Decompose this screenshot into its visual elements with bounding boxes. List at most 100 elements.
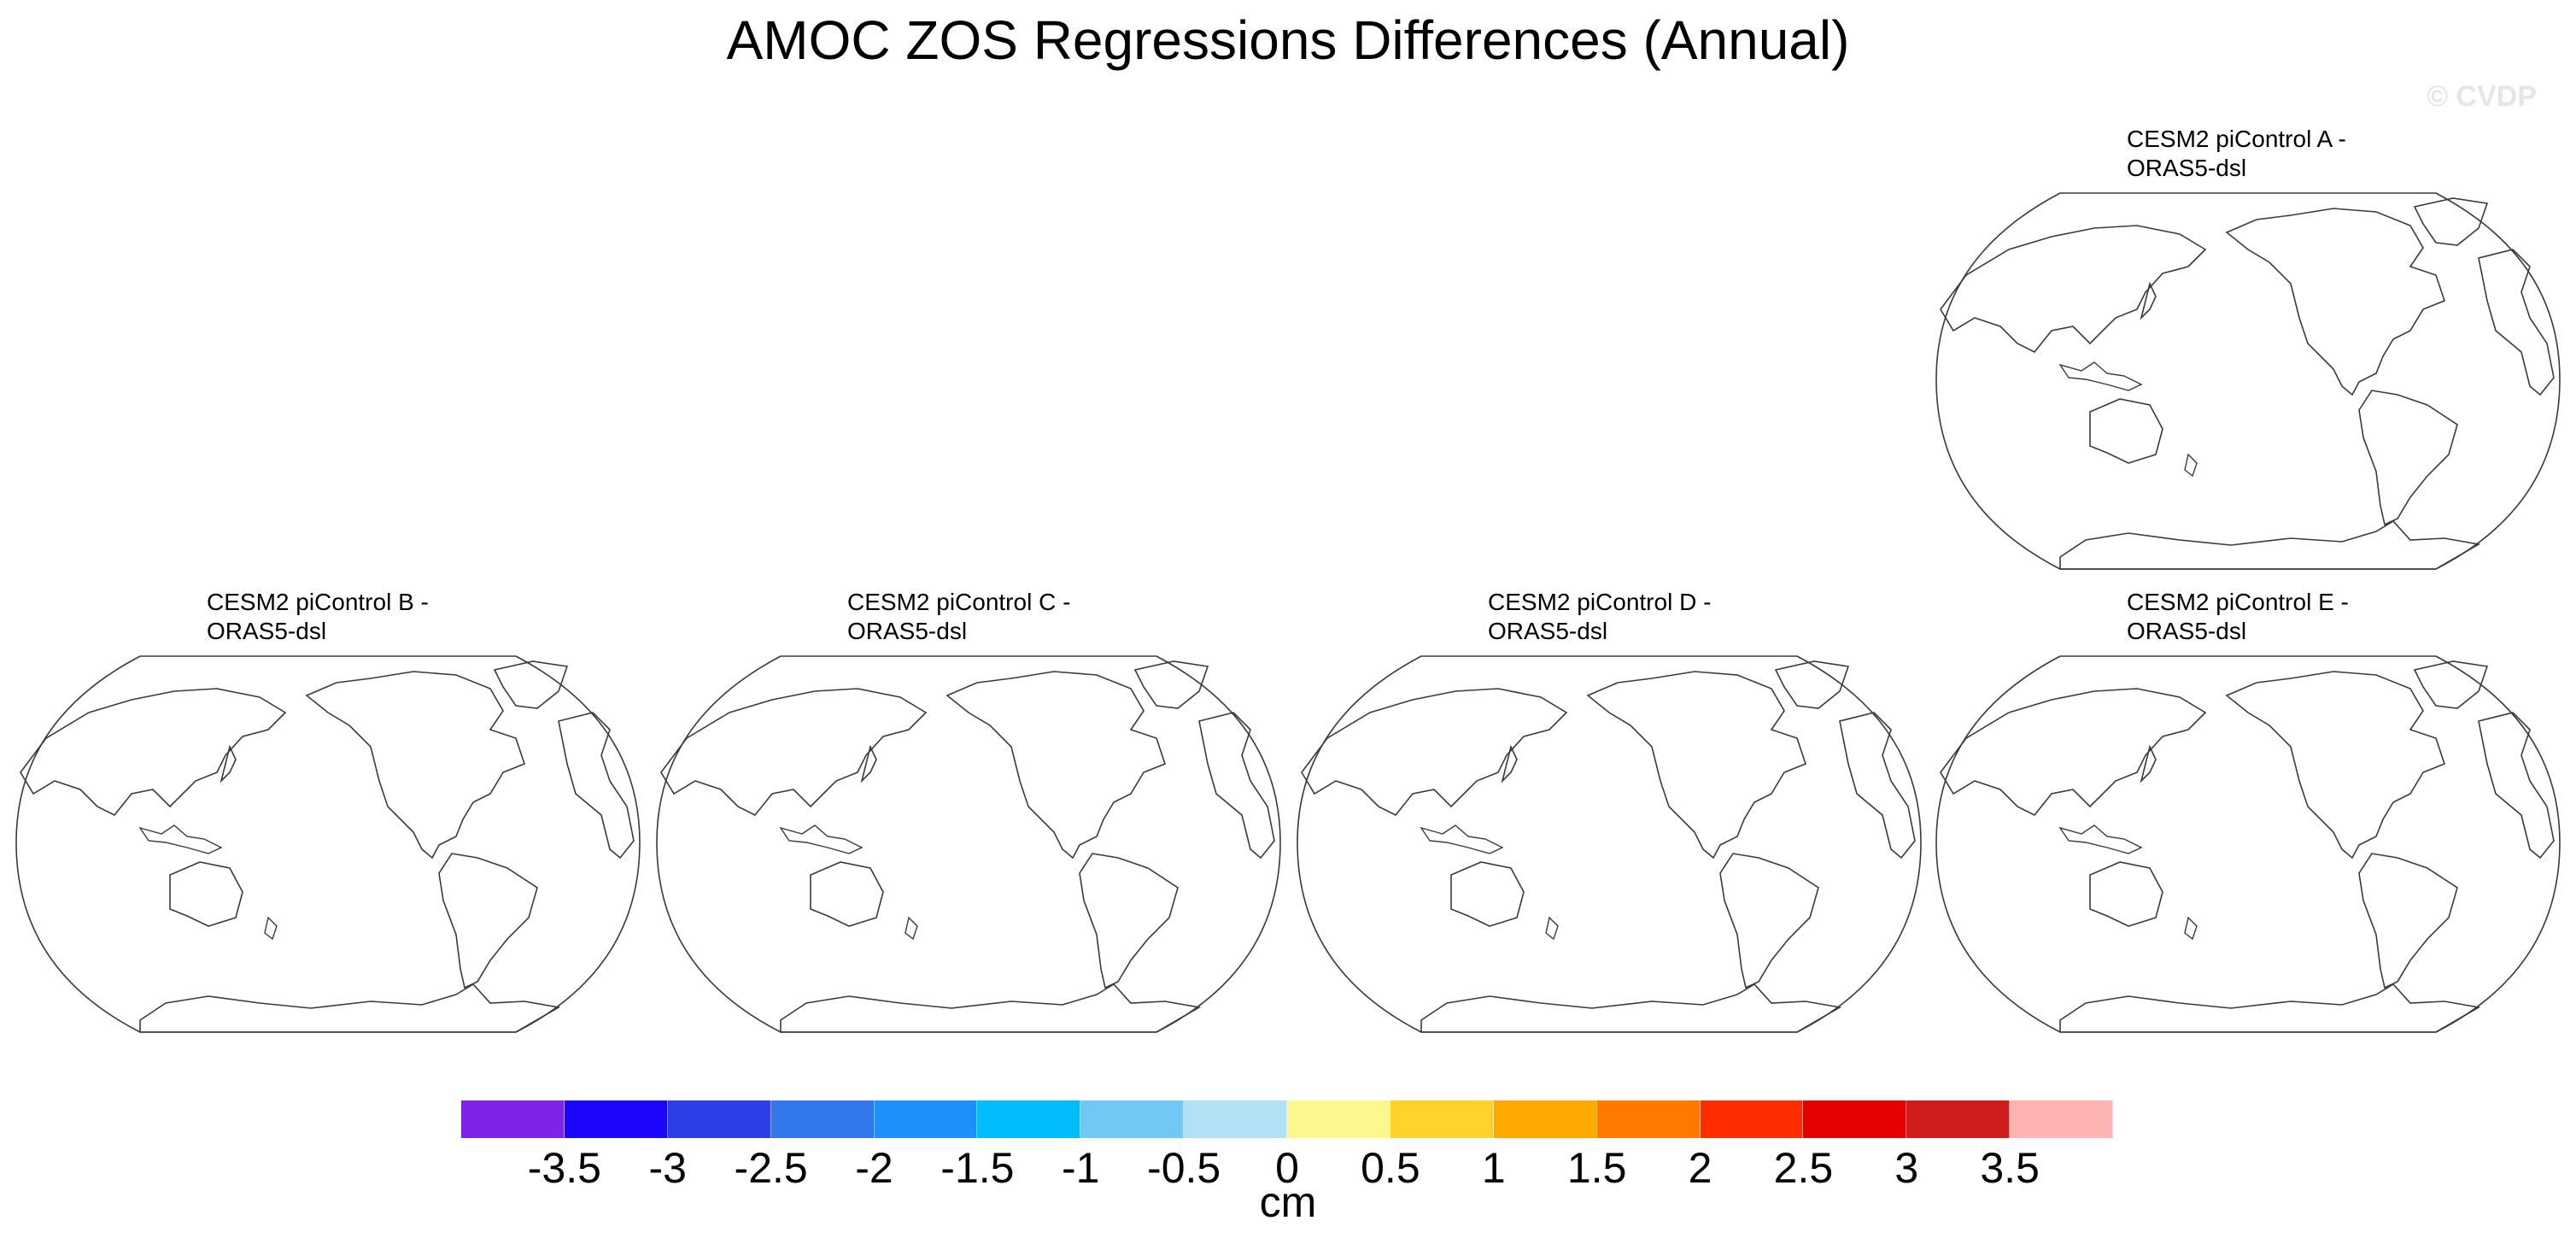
colorbar-tick-label: 2 <box>1688 1144 1712 1192</box>
africa-edge <box>2478 249 2555 396</box>
colorbar-box <box>770 1100 875 1138</box>
world-map-b <box>15 655 641 1033</box>
south-america <box>2358 853 2458 989</box>
colorbar-tick-label: -3 <box>648 1144 687 1192</box>
indonesia <box>138 824 223 854</box>
greenland <box>1774 660 1850 709</box>
map-panel-a: CESM2 piControl A - ORAS5-dsl <box>1932 125 2564 570</box>
greenland <box>1133 660 1209 709</box>
new-zealand <box>264 916 278 941</box>
colorbar-tick-label: -2.5 <box>734 1144 808 1192</box>
new-zealand <box>2184 916 2198 941</box>
colorbar <box>461 1100 2113 1138</box>
indonesia <box>2058 361 2143 391</box>
colorbar-tick-label: 0 <box>1275 1144 1299 1192</box>
antarctica <box>2059 983 2481 1033</box>
north-america <box>2225 208 2445 396</box>
map-panel-e: CESM2 piControl E - ORAS5-dsl <box>1932 588 2564 1033</box>
colorbar-box <box>1906 1100 2011 1138</box>
world-map-e <box>1935 655 2561 1033</box>
asia <box>20 688 287 817</box>
australia <box>810 861 884 927</box>
greenland <box>493 660 569 709</box>
australia <box>1450 861 1525 927</box>
south-america <box>438 853 538 989</box>
colorbar-tick-label: -1 <box>1062 1144 1100 1192</box>
colorbar-box <box>1803 1100 1907 1138</box>
antarctica <box>139 983 561 1033</box>
africa-edge <box>2478 712 2555 860</box>
australia <box>2089 398 2163 464</box>
new-zealand <box>1545 916 1559 941</box>
south-america <box>2358 390 2458 526</box>
colorbar-box <box>1700 1100 1804 1138</box>
colorbar-box <box>564 1100 668 1138</box>
colorbar-box <box>1287 1100 1390 1138</box>
australia <box>169 861 243 927</box>
north-america <box>946 671 1166 860</box>
colorbar-box <box>874 1100 978 1138</box>
colorbar-tick-label: 3.5 <box>1980 1144 2040 1192</box>
japan <box>2140 744 2157 783</box>
colorbar-tick-label: -3.5 <box>527 1144 601 1192</box>
antarctica <box>780 983 1202 1033</box>
japan <box>220 744 237 783</box>
colorbar-box <box>1493 1100 1597 1138</box>
indonesia <box>2058 824 2143 854</box>
antarctica <box>2059 519 2481 570</box>
map-panel-c: CESM2 piControl C - ORAS5-dsl <box>653 588 1285 1033</box>
japan <box>860 744 877 783</box>
greenland <box>2413 197 2489 246</box>
colorbar-box <box>667 1100 771 1138</box>
asia <box>660 688 928 817</box>
world-map-c <box>656 655 1281 1033</box>
panel-label-c: CESM2 piControl C - ORAS5-dsl <box>847 589 1071 644</box>
panel-label-b: CESM2 piControl B - ORAS5-dsl <box>207 589 429 644</box>
world-map-a <box>1935 192 2561 570</box>
colorbar-box <box>977 1100 1081 1138</box>
colorbar-tick-label: 2.5 <box>1773 1144 1834 1192</box>
colorbar-box <box>1080 1100 1185 1138</box>
panel-label-e: CESM2 piControl E - ORAS5-dsl <box>2127 589 2349 644</box>
colorbar-tick-label: 3 <box>1894 1144 1919 1192</box>
map-panel-b: CESM2 piControl B - ORAS5-dsl <box>12 588 644 1033</box>
colorbar-tick-label: 1 <box>1481 1144 1506 1192</box>
world-map-d <box>1297 655 1922 1033</box>
colorbar-tick-label: -2 <box>855 1144 893 1192</box>
indonesia <box>779 824 864 854</box>
asia <box>1301 688 1568 817</box>
indonesia <box>1420 824 1504 854</box>
colorbar-box <box>461 1100 565 1138</box>
colorbar-tick-label: -1.5 <box>940 1144 1015 1192</box>
australia <box>2089 861 2163 927</box>
south-america <box>1719 853 1819 989</box>
new-zealand <box>905 916 918 941</box>
new-zealand <box>2184 453 2198 478</box>
colorbar-tick-label: 0.5 <box>1361 1144 1420 1192</box>
asia <box>1940 688 2207 817</box>
figure-title: AMOC ZOS Regressions Differences (Annual… <box>726 9 1850 71</box>
colorbar-box <box>2010 1100 2113 1138</box>
north-america <box>2225 671 2445 860</box>
colorbar-unit: cm <box>1259 1178 1317 1226</box>
japan <box>1501 744 1518 783</box>
south-america <box>1079 853 1179 989</box>
asia <box>1940 225 2207 354</box>
north-america <box>305 671 525 860</box>
colorbar-tick-label: 1.5 <box>1566 1144 1627 1192</box>
panel-label-d: CESM2 piControl D - ORAS5-dsl <box>1488 589 1712 644</box>
africa-edge <box>558 712 635 860</box>
japan <box>2140 281 2157 320</box>
map-panel-d: CESM2 piControl D - ORAS5-dsl <box>1293 588 1925 1033</box>
antarctica <box>1420 983 1842 1033</box>
panel-label-a: CESM2 piControl A - ORAS5-dsl <box>2127 126 2346 181</box>
colorbar-box <box>1390 1100 1494 1138</box>
colorbar-box <box>1596 1100 1701 1138</box>
colorbar-box <box>1184 1100 1287 1138</box>
africa-edge <box>1198 712 1275 860</box>
colorbar-tick-label: -0.5 <box>1147 1144 1221 1192</box>
north-america <box>1586 671 1806 860</box>
watermark: © CVDP <box>2427 80 2537 113</box>
greenland <box>2413 660 2489 709</box>
africa-edge <box>1839 712 1916 860</box>
